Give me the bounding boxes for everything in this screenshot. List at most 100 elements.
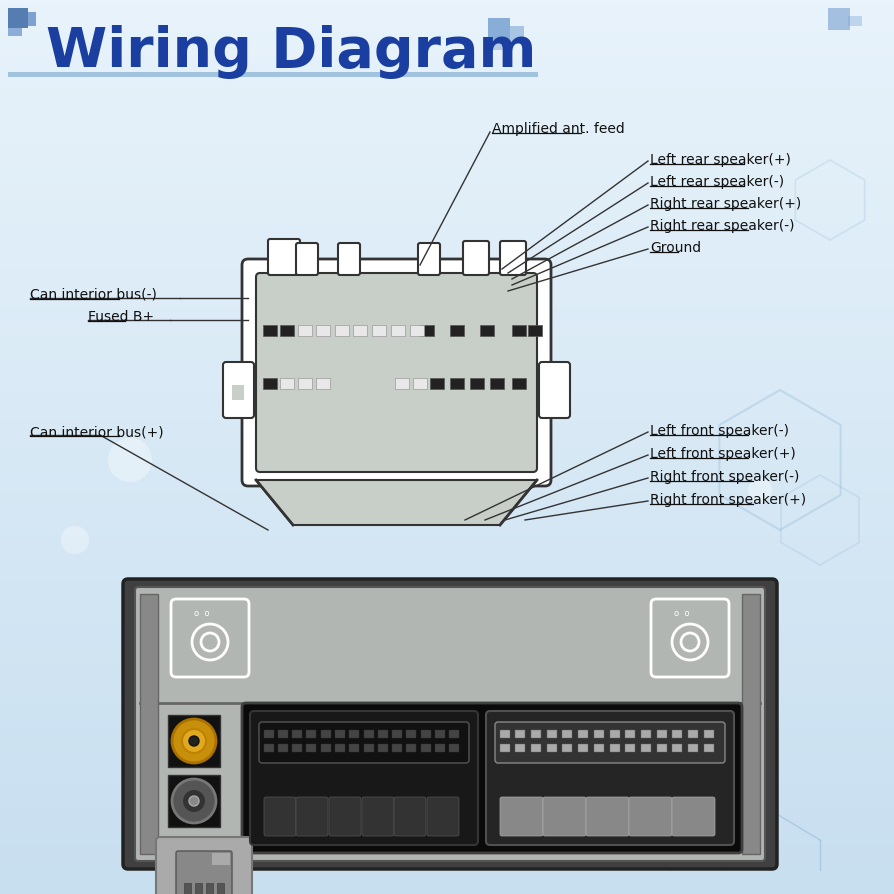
Bar	[704, 744, 714, 752]
Bar	[480, 325, 494, 336]
Bar	[321, 744, 331, 752]
Bar	[594, 730, 604, 738]
Bar	[212, 853, 230, 865]
FancyBboxPatch shape	[463, 241, 489, 275]
Bar	[510, 26, 524, 42]
FancyBboxPatch shape	[543, 797, 586, 836]
Text: Right front speaker(+): Right front speaker(+)	[650, 493, 806, 507]
Bar	[292, 744, 302, 752]
Bar	[349, 744, 359, 752]
Bar	[641, 730, 651, 738]
Text: Fused B+: Fused B+	[88, 310, 154, 324]
FancyBboxPatch shape	[176, 851, 232, 894]
Bar	[298, 325, 312, 336]
Text: Can interior bus(-): Can interior bus(-)	[30, 288, 156, 302]
Bar	[378, 744, 388, 752]
Bar	[335, 325, 349, 336]
Bar	[278, 744, 288, 752]
Bar	[206, 883, 213, 894]
Bar	[8, 8, 28, 28]
Bar	[449, 744, 459, 752]
Bar	[413, 378, 427, 389]
Bar	[168, 715, 220, 767]
Bar	[364, 730, 374, 738]
Bar	[406, 730, 416, 738]
Bar	[641, 744, 651, 752]
FancyBboxPatch shape	[250, 711, 478, 845]
FancyBboxPatch shape	[296, 797, 328, 836]
Circle shape	[182, 789, 206, 813]
Bar	[392, 744, 402, 752]
Bar	[435, 744, 445, 752]
FancyBboxPatch shape	[338, 243, 360, 275]
Circle shape	[189, 736, 199, 746]
FancyBboxPatch shape	[651, 599, 729, 677]
FancyBboxPatch shape	[135, 587, 765, 861]
Bar	[395, 378, 409, 389]
Text: Right rear speaker(+): Right rear speaker(+)	[650, 197, 801, 211]
Bar	[547, 730, 557, 738]
Text: Wiring Diagram: Wiring Diagram	[46, 25, 536, 79]
FancyBboxPatch shape	[586, 797, 629, 836]
Bar	[316, 378, 330, 389]
Bar	[578, 730, 588, 738]
Bar	[280, 378, 294, 389]
Text: Can interior bus(+): Can interior bus(+)	[30, 425, 164, 439]
FancyBboxPatch shape	[264, 797, 296, 836]
Circle shape	[182, 729, 206, 753]
FancyBboxPatch shape	[223, 362, 254, 418]
Bar	[625, 730, 635, 738]
Bar	[512, 325, 526, 336]
Bar	[168, 775, 220, 827]
FancyBboxPatch shape	[672, 797, 715, 836]
Text: o  o: o o	[674, 609, 690, 618]
Bar	[490, 378, 504, 389]
Bar	[531, 730, 541, 738]
Bar	[610, 744, 620, 752]
FancyBboxPatch shape	[495, 722, 725, 763]
Circle shape	[172, 719, 216, 763]
FancyBboxPatch shape	[500, 241, 526, 275]
Bar	[594, 744, 604, 752]
Bar	[392, 730, 402, 738]
Bar	[321, 730, 331, 738]
Bar	[406, 744, 416, 752]
Bar	[578, 744, 588, 752]
Bar	[704, 730, 714, 738]
FancyBboxPatch shape	[539, 362, 570, 418]
Bar	[531, 744, 541, 752]
FancyBboxPatch shape	[362, 797, 394, 836]
Bar	[500, 744, 510, 752]
Bar	[316, 325, 330, 336]
Bar	[378, 730, 388, 738]
Bar	[562, 730, 572, 738]
Bar	[353, 325, 367, 336]
Bar	[488, 40, 502, 50]
Circle shape	[172, 779, 216, 823]
Bar	[306, 744, 316, 752]
Circle shape	[61, 526, 89, 554]
Circle shape	[189, 796, 199, 806]
Bar	[562, 744, 572, 752]
Bar	[435, 730, 445, 738]
Bar	[421, 730, 431, 738]
FancyBboxPatch shape	[242, 703, 742, 853]
FancyBboxPatch shape	[242, 259, 551, 486]
Bar	[450, 378, 464, 389]
Bar	[263, 325, 277, 336]
Bar	[625, 744, 635, 752]
Bar	[195, 883, 202, 894]
Text: Amplified ant. feed: Amplified ant. feed	[492, 122, 625, 136]
Bar	[449, 730, 459, 738]
Bar	[364, 744, 374, 752]
Circle shape	[108, 438, 152, 482]
Text: Right rear speaker(-): Right rear speaker(-)	[650, 219, 795, 233]
Bar	[828, 8, 850, 30]
Bar	[264, 744, 274, 752]
Bar	[657, 730, 667, 738]
Bar	[372, 325, 386, 336]
Bar	[848, 16, 862, 26]
Bar	[410, 325, 424, 336]
Bar	[28, 12, 36, 26]
Bar	[8, 28, 22, 36]
